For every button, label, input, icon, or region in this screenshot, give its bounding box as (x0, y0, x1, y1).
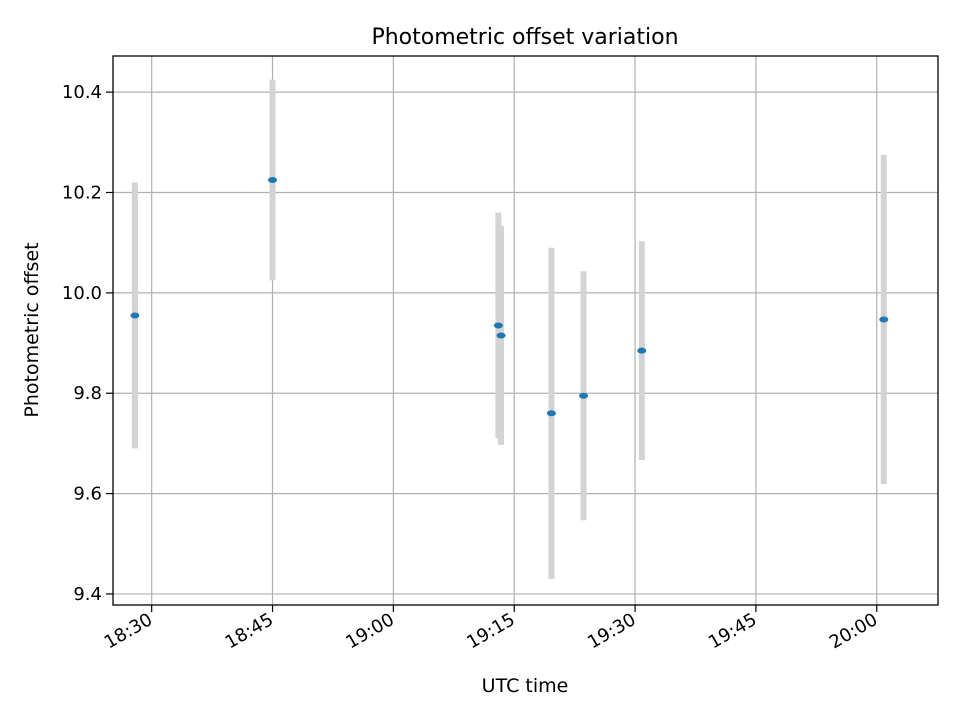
data-point (496, 332, 506, 339)
data-point (268, 176, 278, 183)
x-axis-label: UTC time (482, 675, 569, 697)
y-tick-label: 10.4 (62, 82, 102, 103)
chart-title: Photometric offset variation (371, 25, 678, 50)
data-point (879, 316, 889, 323)
y-axis-label: Photometric offset (21, 242, 43, 417)
data-point (546, 410, 556, 417)
y-tick-label: 10.2 (62, 182, 102, 203)
y-tick-label: 9.4 (73, 584, 102, 605)
data-point (637, 347, 647, 354)
data-point (579, 392, 589, 399)
data-point (130, 312, 140, 319)
y-tick-label: 10.0 (62, 283, 102, 304)
y-tick-label: 9.8 (73, 383, 102, 404)
y-tick-label: 9.6 (73, 484, 102, 505)
data-point (493, 322, 503, 329)
data-points (130, 176, 889, 417)
y-axis-ticks: 9.4 9.6 9.8 10.0 10.2 10.4 (62, 82, 113, 605)
plot-frame (112, 55, 939, 606)
grid (113, 56, 938, 605)
